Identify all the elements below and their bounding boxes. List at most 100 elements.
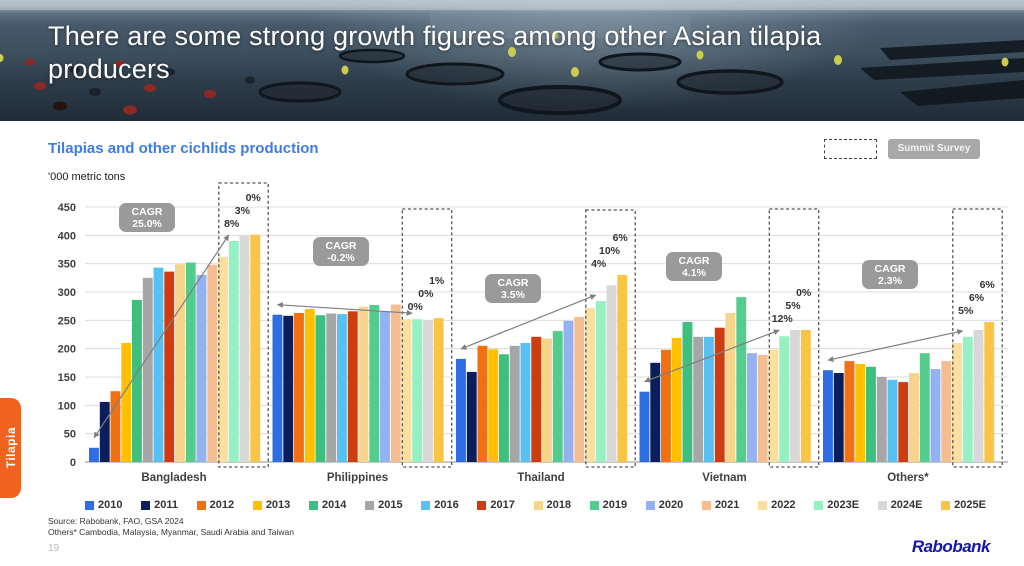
x-category-label: Bangladesh [141,472,206,484]
bar-2016 [153,267,164,462]
bar-2013 [121,343,132,462]
y-tick-label: 150 [58,372,76,384]
bar-2024E [790,330,800,462]
bar-2010 [639,391,650,462]
growth-label-2024E: 6% [969,292,985,304]
cagr-badge [485,274,541,303]
legend-label: 2012 [209,499,235,511]
bar-2017 [531,336,542,462]
bar-2022 [401,319,412,462]
bar-2014 [132,299,142,462]
growth-label-2025E: 6% [980,279,996,291]
rabobank-logo: Rabobank [911,537,991,556]
bar-2011 [99,401,110,462]
growth-label-2025E: 0% [796,287,812,299]
cagr-trend-arrow [93,234,230,439]
legend-item-2022: 2022 [758,499,796,511]
legend-swatch-2024E [877,500,887,510]
bar-2016 [704,336,714,462]
bar-2025E [617,275,628,462]
tab-tilapia-label: Tilapia [3,427,18,469]
bar-2011 [283,315,294,462]
legend-swatch-2018 [533,500,543,510]
chart-title: Tilapias and other cichlids production [48,140,319,157]
bar-2019 [736,297,747,462]
bar-2023E [779,336,790,462]
y-tick-label: 50 [64,429,76,441]
growth-label-2025E: 6% [613,232,629,244]
forecast-highlight-box [952,208,1003,468]
y-tick-label: 350 [58,259,76,271]
bar-2012 [477,345,488,462]
growth-label-2023E: 12% [772,313,794,325]
legend-item-2016: 2016 [421,499,459,511]
bar-2013 [855,364,866,462]
growth-label-2023E: 8% [224,218,240,230]
legend-swatch-2012 [196,500,206,510]
bar-2011 [833,373,844,462]
bar-2012 [661,349,671,462]
cagr-badge-label: CAGR [498,277,529,289]
bar-2011 [466,371,477,462]
bar-2018 [358,306,369,462]
forecast-highlight-box [218,182,269,468]
summit-survey-button[interactable]: Summit Survey [888,139,980,159]
bar-2021 [941,361,952,462]
bar-2022 [952,343,962,462]
bar-2023E [962,336,973,462]
y-tick-label: 400 [58,230,76,242]
growth-label-2025E: 1% [429,275,445,287]
legend-label: 2011 [154,499,179,511]
legend-swatch-2011 [141,500,151,510]
y-tick-label: 0 [70,457,76,469]
y-axis-units-label: '000 metric tons [48,171,126,183]
cagr-badge [862,260,918,289]
bar-2025E [800,330,811,462]
bar-2017 [714,327,725,462]
growth-label-2024E: 0% [418,288,434,300]
bar-2022 [768,349,779,462]
cagr-badge-value: 4.1% [682,267,707,279]
growth-label-2023E: 4% [591,258,607,270]
bar-2018 [725,313,736,462]
cagr-badge [313,237,369,266]
legend-item-2010: 2010 [85,499,122,511]
cagr-trend-arrow [460,294,597,350]
cagr-badge-label: CAGR [326,240,357,252]
legend-swatch-2017 [477,500,487,510]
legend-swatch-2016 [421,500,431,510]
bar-2015 [326,313,337,462]
legend-label: 2013 [265,499,291,511]
bar-2019 [919,353,930,462]
bar-2012 [844,361,855,462]
bar-2017 [898,382,909,462]
bar-2024E [606,285,617,462]
legend-label: 2020 [658,499,684,511]
legend-label: 2010 [98,499,123,511]
bar-2010 [89,447,99,462]
legend-item-2020: 2020 [645,499,684,511]
bar-2014 [499,354,509,462]
x-category-label: Philippines [327,472,388,484]
cagr-badge-value: 25.0% [132,218,162,230]
legend-swatch-2023E [814,500,824,510]
bar-2023E [412,319,423,462]
tab-tilapia[interactable]: Tilapia [0,398,21,498]
y-tick-label: 100 [58,400,76,412]
bar-2025E [984,322,995,462]
legend-label: 2016 [434,499,459,511]
fish-farm-photo-illustration [0,0,1024,115]
growth-label-2024E: 5% [785,300,801,312]
bar-2021 [207,264,218,462]
bar-2014 [866,366,876,462]
bar-2022 [585,307,595,462]
legend-item-2023E: 2023E [814,499,859,511]
legend-item-2018: 2018 [533,499,571,511]
bar-2010 [456,358,466,462]
bar-2024E [239,235,250,462]
legend-swatch-2021 [701,500,711,510]
legend-swatch-2019 [589,500,599,510]
